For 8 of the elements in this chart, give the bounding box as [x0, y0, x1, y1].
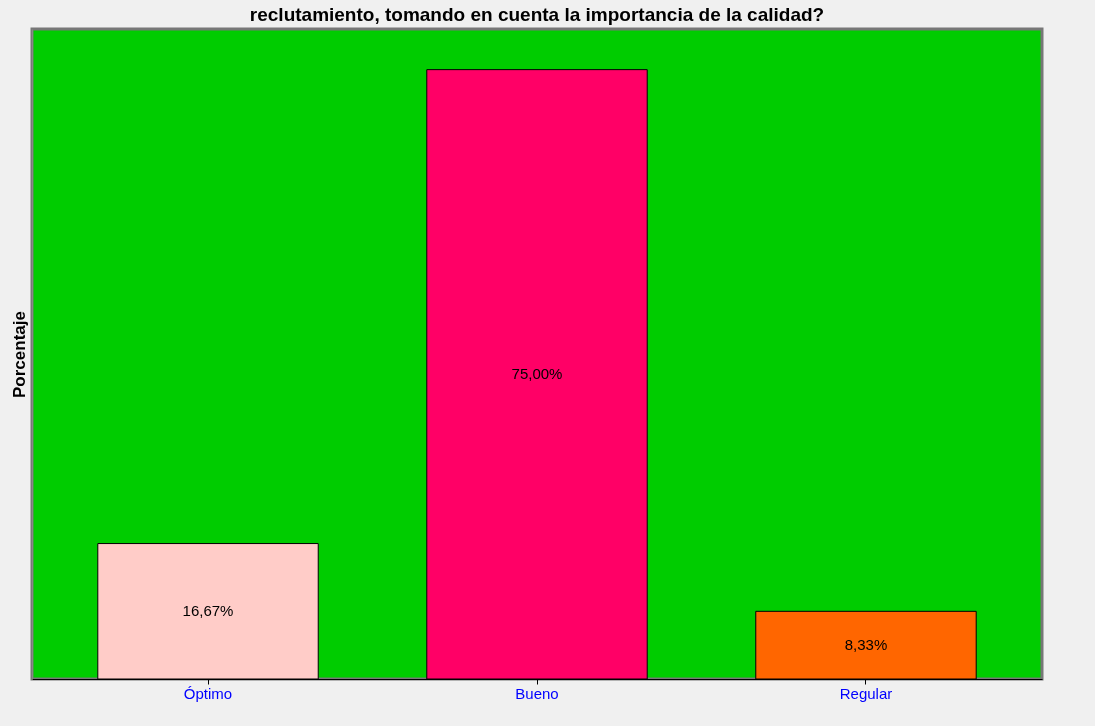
x-tick-label: Óptimo — [183, 684, 233, 702]
x-tick-label: Regular — [839, 684, 893, 702]
data-label: 16,67% — [182, 602, 234, 620]
chart-title: reclutamiento, tomando en cuenta la importancia de la calidad? — [249, 4, 825, 25]
x-tick-label: Bueno — [515, 684, 559, 702]
data-label: 8,33% — [844, 636, 888, 654]
data-label: 75,00% — [511, 365, 563, 383]
y-axis-title: Porcentaje — [9, 311, 29, 398]
